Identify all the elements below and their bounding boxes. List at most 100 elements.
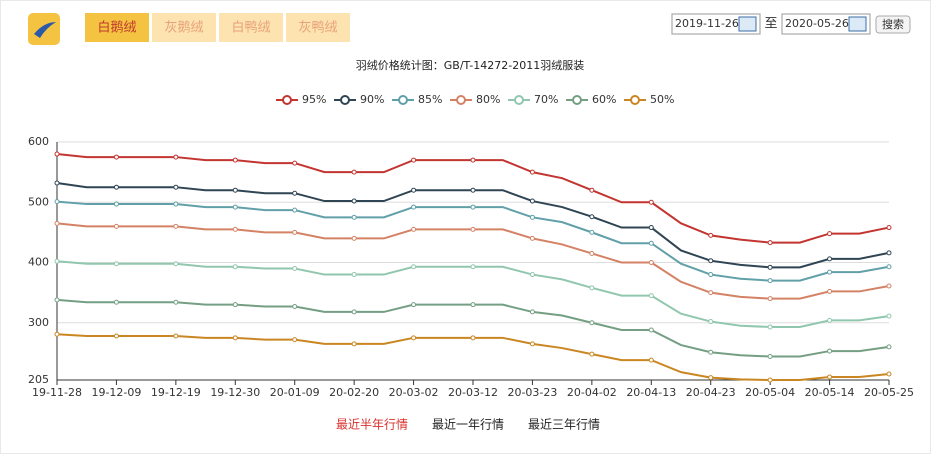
tab[interactable] (85, 13, 149, 42)
date-from-box[interactable] (671, 13, 761, 35)
legend-label[interactable]: 70% (534, 93, 558, 106)
search-label[interactable]: 搜索 (882, 17, 904, 31)
tab-label[interactable]: 灰鸭绒 (298, 21, 337, 36)
legend-label[interactable]: 85% (418, 93, 442, 106)
date-from[interactable]: 2019-11-26 (675, 17, 739, 30)
point (232, 187, 238, 193)
legend-marker[interactable] (398, 95, 408, 105)
tab[interactable] (286, 13, 350, 42)
x-tick-label: 20-04-23 (686, 386, 736, 399)
legend-label[interactable]: 50% (650, 93, 674, 106)
point (767, 278, 773, 284)
legend-marker[interactable] (340, 95, 350, 105)
point (648, 199, 654, 205)
tab[interactable] (152, 13, 216, 42)
point (113, 201, 119, 207)
y-tick-label: 400 (28, 256, 49, 269)
point (708, 290, 714, 296)
point (827, 269, 833, 275)
point (648, 260, 654, 266)
point (54, 151, 60, 157)
point (886, 283, 892, 289)
legend-marker[interactable] (282, 95, 292, 105)
point (351, 198, 357, 204)
calendar-icon[interactable] (738, 16, 757, 32)
legend-label[interactable]: 95% (302, 93, 326, 106)
point (589, 229, 595, 235)
x-tick-label: 20-03-12 (448, 386, 498, 399)
date-to[interactable]: 2020-05-26 (785, 17, 849, 30)
legend-label[interactable]: 60% (592, 93, 616, 106)
point (470, 204, 476, 210)
x-tick-label: 20-04-02 (567, 386, 617, 399)
point (827, 374, 833, 380)
point (232, 302, 238, 308)
point (648, 293, 654, 299)
point (351, 341, 357, 347)
point (470, 226, 476, 232)
x-tick-label: 19-12-30 (210, 386, 260, 399)
point (648, 357, 654, 363)
point (411, 226, 417, 232)
x-tick-label: 20-05-25 (864, 386, 914, 399)
point (173, 201, 179, 207)
point (351, 214, 357, 220)
date-to-box[interactable] (781, 13, 871, 35)
tab-label[interactable]: 白鸭绒 (231, 20, 270, 36)
legend-marker[interactable] (456, 95, 466, 105)
point (648, 327, 654, 333)
search-button[interactable] (875, 15, 911, 34)
point (173, 223, 179, 229)
tab[interactable] (219, 13, 283, 42)
point (708, 258, 714, 264)
point (708, 232, 714, 238)
y-tick-label: 205 (28, 373, 49, 386)
y-tick-label: 500 (28, 195, 49, 208)
point (54, 258, 60, 264)
point (767, 240, 773, 246)
point (589, 250, 595, 256)
point (708, 375, 714, 381)
point (886, 371, 892, 377)
point (292, 337, 298, 343)
point (470, 335, 476, 341)
point (529, 341, 535, 347)
legend-label[interactable]: 90% (360, 93, 384, 106)
point (708, 272, 714, 278)
point (113, 261, 119, 267)
point (648, 240, 654, 246)
point (767, 354, 773, 360)
to-label: 至 (764, 17, 777, 32)
legend-marker[interactable] (514, 95, 524, 105)
point (886, 225, 892, 231)
point (411, 157, 417, 163)
point (232, 204, 238, 210)
x-tick-label: 20-03-02 (389, 386, 439, 399)
point (589, 214, 595, 220)
point (827, 317, 833, 323)
legend-marker[interactable] (572, 95, 582, 105)
point (292, 207, 298, 213)
point (113, 154, 119, 160)
legend-marker[interactable] (630, 95, 640, 105)
point (708, 349, 714, 355)
x-tick-label: 20-04-13 (626, 386, 676, 399)
point (886, 264, 892, 270)
point (589, 320, 595, 326)
legend-label[interactable]: 80% (476, 93, 500, 106)
point (470, 264, 476, 270)
tab-label[interactable]: 灰鹅绒 (164, 20, 203, 36)
range-link[interactable]: 最近一年行情 (432, 418, 504, 432)
point (113, 223, 119, 229)
tab-label[interactable]: 白鹅绒 (97, 20, 136, 36)
calendar-icon[interactable] (848, 16, 867, 32)
range-link[interactable]: 最近半年行情 (336, 418, 408, 432)
point (351, 169, 357, 175)
x-tick-label: 20-01-09 (270, 386, 320, 399)
point (351, 309, 357, 315)
point (529, 198, 535, 204)
point (173, 299, 179, 305)
range-link[interactable]: 最近三年行情 (528, 418, 600, 432)
point (54, 297, 60, 303)
